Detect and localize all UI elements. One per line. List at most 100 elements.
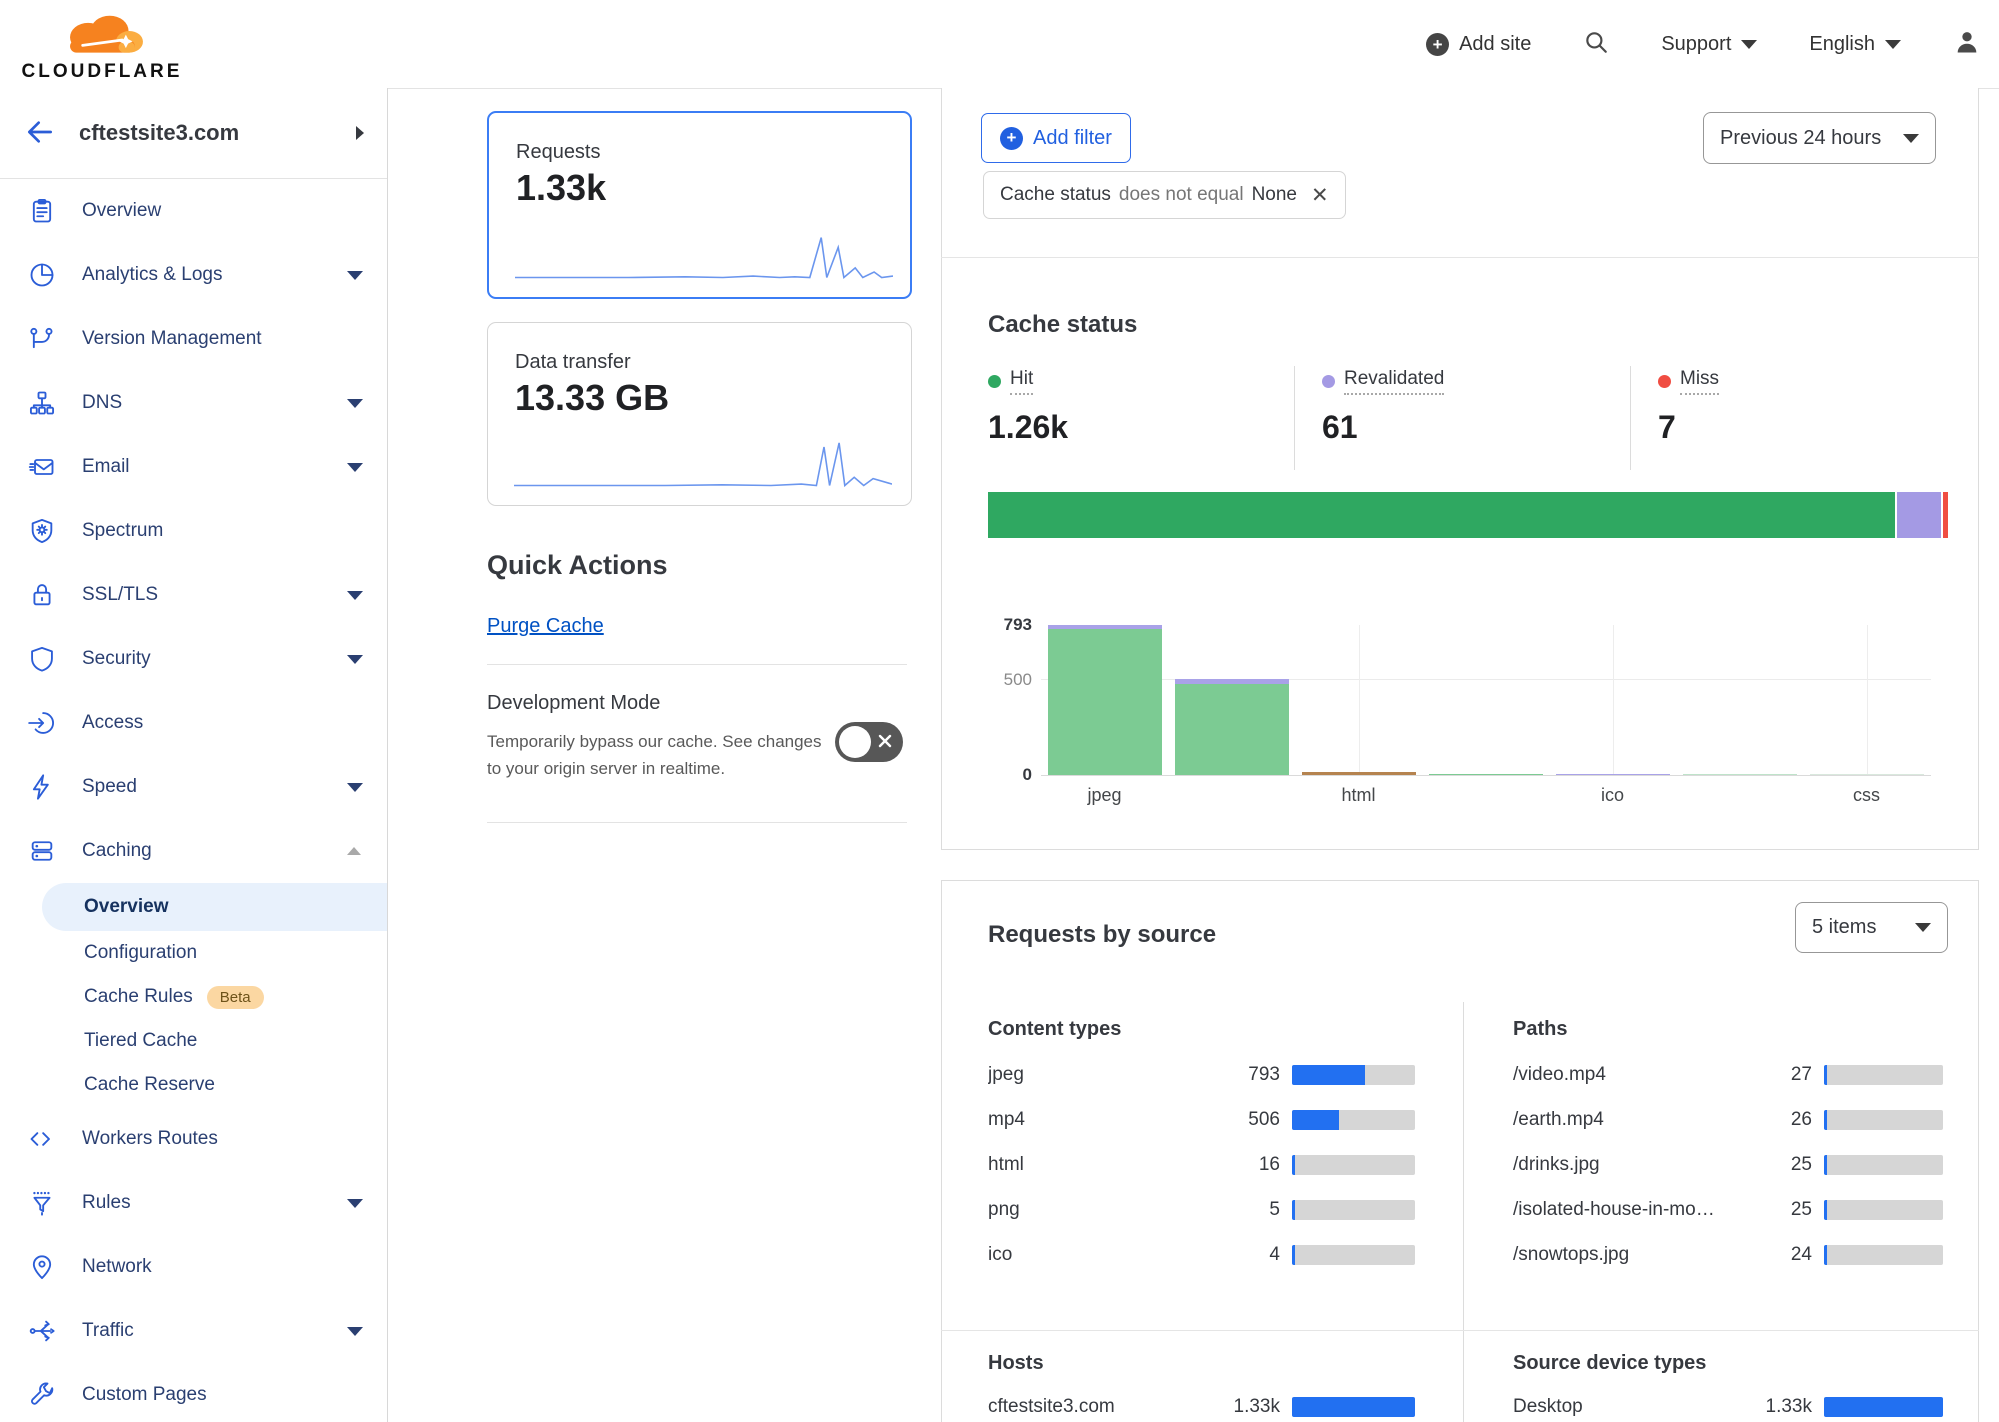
paths-heading: Paths — [1513, 1018, 1568, 1040]
toggle-off-x-icon — [876, 732, 894, 755]
sidebar-item-network[interactable]: Network — [0, 1235, 387, 1299]
list-item: /earth.mp4 26 — [1513, 1107, 1943, 1133]
item-label: Desktop — [1513, 1396, 1583, 1417]
value-bar — [1824, 1245, 1943, 1265]
add-site-button[interactable]: + Add site — [1426, 32, 1532, 56]
purge-cache-link[interactable]: Purge Cache — [487, 615, 604, 637]
item-value: 506 — [1248, 1109, 1280, 1130]
items-count-select[interactable]: 5 items — [1795, 902, 1948, 953]
paths-list: /video.mp4 27/earth.mp4 26/drinks.jpg 25/is… — [1513, 1062, 1943, 1287]
quick-actions-title: Quick Actions — [487, 550, 668, 580]
logo-wordmark: CLOUDFLARE — [21, 61, 183, 82]
chevron-down-icon — [347, 782, 363, 792]
server-stack-icon — [28, 837, 56, 865]
list-item: cftestsite3.com 1.33k — [988, 1394, 1415, 1420]
item-label: mp4 — [988, 1109, 1025, 1130]
bar-segment-other — [1301, 772, 1416, 775]
item-value: 24 — [1790, 1244, 1812, 1265]
bar-segment-hit — [1809, 774, 1924, 775]
site-name[interactable]: cftestsite3.com — [79, 120, 240, 145]
language-menu[interactable]: English — [1809, 33, 1901, 56]
chevron-down-icon — [347, 1198, 363, 1208]
plus-icon: + — [1000, 126, 1023, 150]
sidebar-item-workers-routes[interactable]: Workers Routes — [0, 1107, 387, 1171]
sidebar-item-custom-pages[interactable]: Custom Pages — [0, 1363, 387, 1422]
sidebar-item-security[interactable]: Security — [0, 627, 387, 691]
back-arrow-icon[interactable] — [24, 116, 56, 153]
sidebar-subitem-configuration[interactable]: Configuration — [0, 931, 387, 975]
sidebar-item-version-management[interactable]: Version Management — [0, 307, 387, 371]
share-nodes-icon — [28, 1317, 56, 1345]
top-header: CLOUDFLARE + Add site Support English — [0, 0, 1999, 89]
item-value: 25 — [1790, 1154, 1812, 1175]
remove-filter-icon[interactable]: ✕ — [1311, 183, 1329, 207]
hit-label[interactable]: Hit — [1010, 368, 1034, 395]
filter-field: Cache status — [1000, 184, 1111, 205]
support-label: Support — [1661, 32, 1732, 55]
hosts-list: cftestsite3.com 1.33k — [988, 1394, 1415, 1422]
revalidated-label[interactable]: Revalidated — [1344, 368, 1445, 395]
development-mode-toggle[interactable] — [835, 722, 903, 762]
sidebar-item-spectrum[interactable]: Spectrum — [0, 499, 387, 563]
user-account-icon[interactable] — [1953, 28, 1981, 61]
search-icon[interactable] — [1583, 29, 1609, 60]
divider — [941, 1330, 1979, 1331]
value-bar — [1292, 1245, 1415, 1265]
sidebar-item-rules[interactable]: Rules — [0, 1171, 387, 1235]
sidebar-item-label: DNS — [82, 392, 123, 413]
time-range-select[interactable]: Previous 24 hours — [1703, 112, 1936, 164]
sidebar-item-label: Spectrum — [82, 520, 164, 541]
funnel-icon — [28, 1189, 56, 1217]
sidebar-subitem-overview[interactable]: Overview — [42, 883, 387, 931]
miss-label[interactable]: Miss — [1680, 368, 1720, 395]
filter-chip[interactable]: Cache status does not equal None ✕ — [983, 171, 1346, 219]
chevron-down-icon — [347, 462, 363, 472]
list-item: mp4 506 — [988, 1107, 1415, 1133]
bar-segment-hit — [1428, 774, 1543, 775]
value-bar — [1292, 1110, 1415, 1130]
add-site-label: Add site — [1459, 32, 1532, 55]
sidebar-item-overview[interactable]: Overview — [0, 179, 387, 243]
value-bar — [1292, 1200, 1415, 1220]
chevron-down-icon — [1915, 923, 1931, 932]
sidebar-subitem-cache-reserve[interactable]: Cache Reserve — [0, 1063, 387, 1107]
site-switcher-caret-icon[interactable] — [356, 126, 364, 140]
stacked-segment-hit — [988, 492, 1896, 538]
sidebar-item-email[interactable]: Email — [0, 435, 387, 499]
sidebar-item-label: SSL/TLS — [82, 584, 159, 605]
sidebar-item-analytics-logs[interactable]: Analytics & Logs — [0, 243, 387, 307]
chevron-down-icon — [1741, 39, 1758, 49]
site-header: cftestsite3.com — [0, 88, 387, 179]
item-label: jpeg — [988, 1064, 1024, 1085]
sidebar-item-label: Overview — [82, 200, 162, 221]
add-filter-button[interactable]: + Add filter — [981, 113, 1131, 163]
data-transfer-card[interactable]: Data transfer 13.33 GB — [487, 322, 912, 506]
sidebar-item-access[interactable]: Access — [0, 691, 387, 755]
sidebar-item-speed[interactable]: Speed — [0, 755, 387, 819]
content-types-list: jpeg 793 mp4 506 html 16 png 5 ico 4 — [988, 1062, 1415, 1287]
chevron-down-icon — [347, 590, 363, 600]
revalidated-dot-icon — [1322, 375, 1335, 388]
sidebar-item-label: Speed — [82, 776, 137, 797]
value-bar — [1824, 1065, 1943, 1085]
shield-icon — [28, 645, 56, 673]
sidebar-item-caching[interactable]: Caching — [0, 819, 387, 883]
chevron-down-icon — [347, 270, 363, 280]
cloudflare-logo[interactable]: CLOUDFLARE — [18, 4, 186, 83]
sidebar-item-ssl-tls[interactable]: SSL/TLS — [0, 563, 387, 627]
sidebar-item-label: Version Management — [82, 328, 262, 349]
sidebar-subitem-tiered-cache[interactable]: Tiered Cache — [0, 1019, 387, 1063]
content-types-heading: Content types — [988, 1018, 1122, 1040]
sidebar-subitem-cache-rules[interactable]: Cache Rules Beta — [0, 975, 387, 1019]
requests-card[interactable]: Requests 1.33k — [487, 111, 912, 299]
item-label: /video.mp4 — [1513, 1064, 1606, 1085]
sidebar-item-dns[interactable]: DNS — [0, 371, 387, 435]
sidebar-item-traffic[interactable]: Traffic — [0, 1299, 387, 1363]
sidebar-item-label: Email — [82, 456, 130, 477]
language-label: English — [1809, 32, 1875, 55]
filter-value: None — [1251, 184, 1297, 205]
sidebar-item-label: Access — [82, 712, 144, 733]
support-menu[interactable]: Support — [1661, 32, 1758, 56]
sidebar-item-label: Caching — [82, 840, 152, 861]
miss-dot-icon — [1658, 375, 1671, 388]
